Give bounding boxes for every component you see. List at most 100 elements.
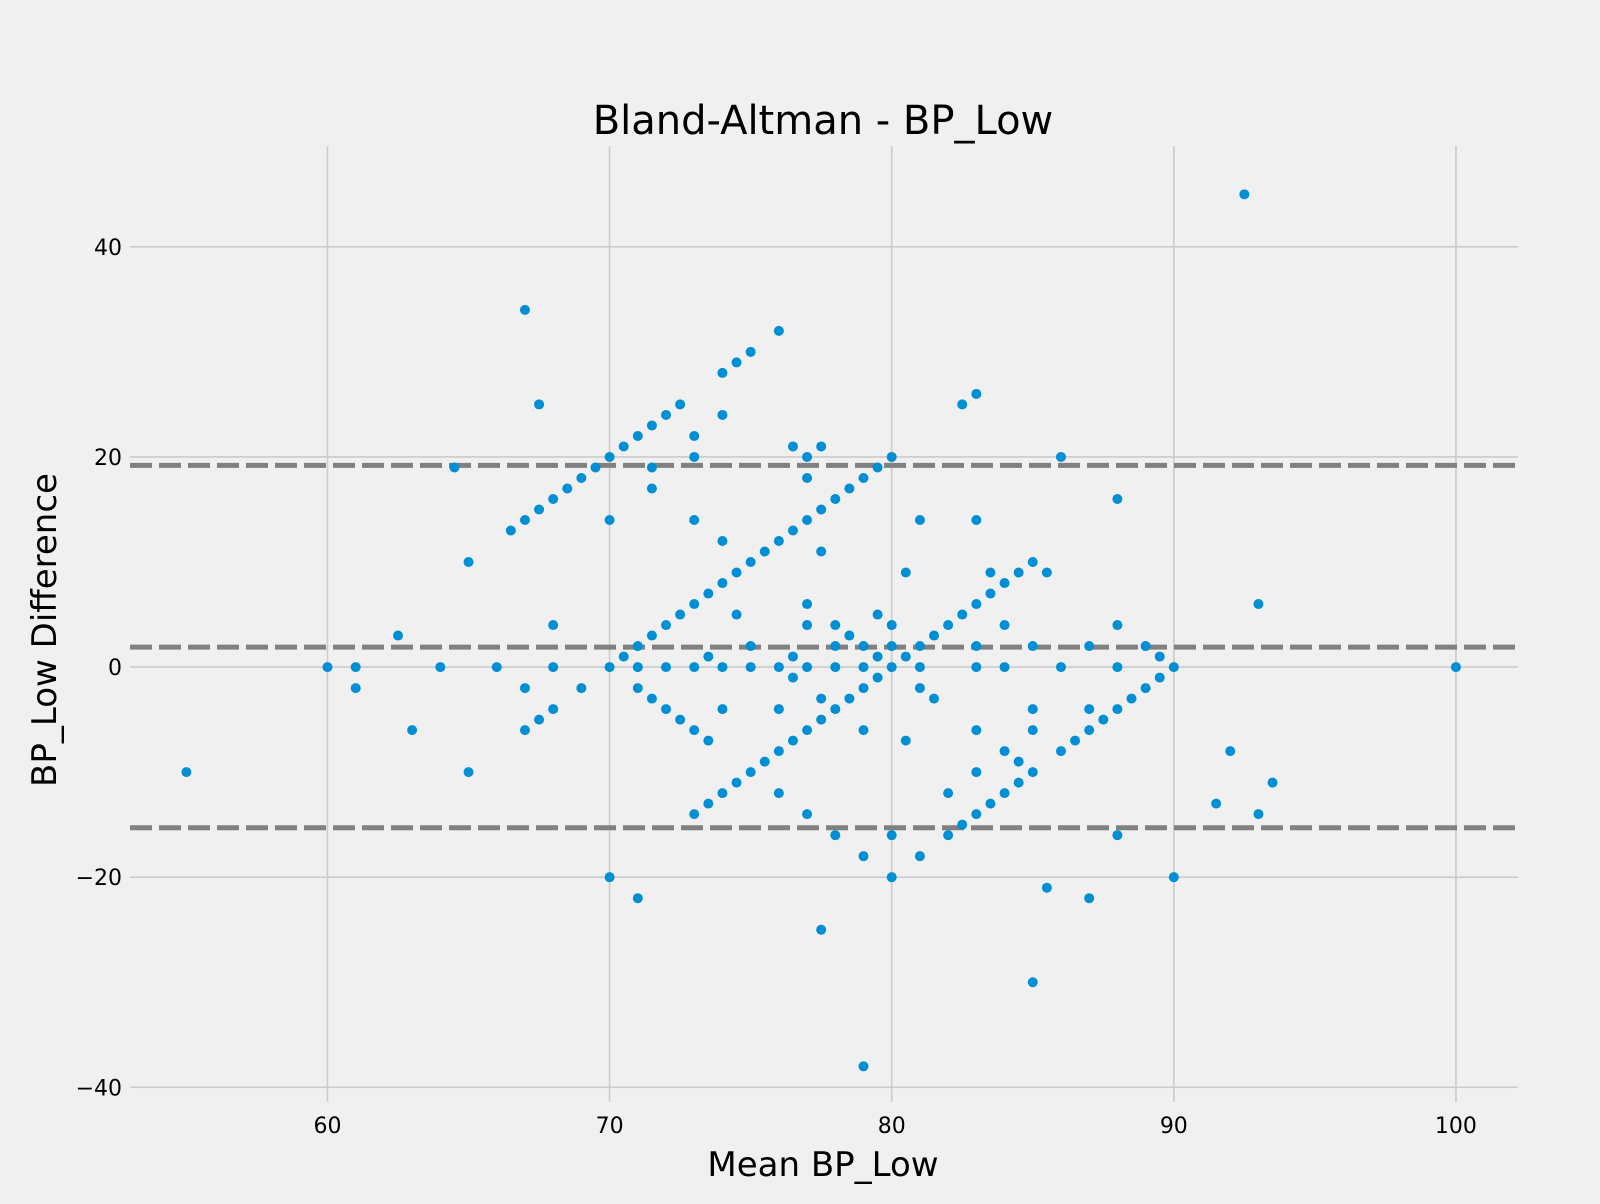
data-point bbox=[604, 662, 615, 673]
data-point bbox=[689, 451, 700, 462]
data-point bbox=[661, 662, 672, 673]
data-point bbox=[491, 662, 502, 673]
data-point bbox=[1267, 777, 1278, 788]
data-point bbox=[717, 704, 728, 715]
data-point bbox=[1253, 599, 1264, 610]
x-tick-label: 70 bbox=[596, 1114, 624, 1139]
data-point bbox=[830, 662, 841, 673]
data-point bbox=[731, 777, 742, 788]
data-point bbox=[745, 557, 756, 568]
data-point bbox=[914, 514, 925, 525]
data-point bbox=[957, 819, 968, 830]
data-point bbox=[1084, 704, 1095, 715]
data-point bbox=[971, 388, 982, 399]
data-point bbox=[830, 620, 841, 631]
data-point bbox=[1013, 777, 1024, 788]
data-point bbox=[519, 683, 530, 694]
data-point bbox=[1140, 683, 1151, 694]
data-point bbox=[971, 725, 982, 736]
data-point bbox=[646, 693, 657, 704]
data-point bbox=[914, 683, 925, 694]
data-point bbox=[1027, 767, 1038, 778]
data-point bbox=[759, 546, 770, 557]
data-point bbox=[745, 662, 756, 673]
x-tick-label: 100 bbox=[1435, 1114, 1477, 1139]
data-point bbox=[181, 767, 192, 778]
data-point bbox=[971, 809, 982, 820]
data-point bbox=[816, 546, 827, 557]
data-point bbox=[886, 620, 897, 631]
data-point bbox=[731, 357, 742, 368]
data-point bbox=[787, 672, 798, 683]
data-point bbox=[858, 1061, 869, 1072]
data-point bbox=[717, 409, 728, 420]
reference-lines bbox=[130, 462, 1518, 831]
data-point bbox=[914, 851, 925, 862]
data-point bbox=[1126, 693, 1137, 704]
data-point bbox=[675, 399, 686, 410]
data-point bbox=[548, 620, 559, 631]
data-point bbox=[886, 451, 897, 462]
data-point bbox=[957, 609, 968, 620]
data-point bbox=[703, 588, 714, 599]
data-point bbox=[858, 662, 869, 673]
x-tick-label: 90 bbox=[1160, 1114, 1188, 1139]
data-point bbox=[1253, 809, 1264, 820]
data-point bbox=[632, 893, 643, 904]
data-point bbox=[1013, 756, 1024, 767]
data-point bbox=[689, 725, 700, 736]
data-point bbox=[632, 683, 643, 694]
data-point bbox=[816, 441, 827, 452]
data-point bbox=[971, 514, 982, 525]
data-point bbox=[632, 430, 643, 441]
data-point bbox=[322, 662, 333, 673]
data-point bbox=[646, 462, 657, 473]
data-point bbox=[787, 735, 798, 746]
data-point bbox=[985, 567, 996, 578]
data-point bbox=[858, 851, 869, 862]
data-point bbox=[1098, 714, 1109, 725]
data-point bbox=[534, 399, 545, 410]
data-point bbox=[872, 651, 883, 662]
data-point bbox=[519, 725, 530, 736]
data-point bbox=[1239, 189, 1250, 200]
data-point bbox=[1450, 662, 1461, 673]
data-point bbox=[844, 483, 855, 494]
data-point bbox=[1084, 641, 1095, 652]
data-point bbox=[900, 651, 911, 662]
data-point bbox=[731, 567, 742, 578]
data-point bbox=[999, 662, 1010, 673]
data-point bbox=[787, 651, 798, 662]
data-point bbox=[646, 630, 657, 641]
data-point bbox=[435, 662, 446, 673]
data-point bbox=[632, 662, 643, 673]
data-point bbox=[872, 609, 883, 620]
data-point bbox=[1027, 557, 1038, 568]
data-point bbox=[802, 599, 813, 610]
data-point bbox=[1112, 830, 1123, 841]
data-point bbox=[548, 704, 559, 715]
data-point bbox=[675, 609, 686, 620]
data-point bbox=[1055, 451, 1066, 462]
data-point bbox=[914, 641, 925, 652]
y-tick-label: −40 bbox=[76, 1076, 122, 1101]
data-point bbox=[604, 451, 615, 462]
data-point bbox=[1140, 641, 1151, 652]
data-point bbox=[689, 514, 700, 525]
data-point bbox=[632, 641, 643, 652]
data-point bbox=[1168, 662, 1179, 673]
data-point bbox=[350, 683, 361, 694]
data-point bbox=[1112, 662, 1123, 673]
data-point bbox=[393, 630, 404, 641]
data-point bbox=[1027, 725, 1038, 736]
y-tick-label: 20 bbox=[94, 446, 122, 471]
data-point bbox=[689, 599, 700, 610]
data-point bbox=[830, 493, 841, 504]
data-point bbox=[1013, 567, 1024, 578]
data-point bbox=[646, 420, 657, 431]
data-point bbox=[802, 514, 813, 525]
data-point bbox=[773, 536, 784, 547]
data-point bbox=[886, 662, 897, 673]
data-point bbox=[787, 525, 798, 536]
data-point bbox=[576, 472, 587, 483]
